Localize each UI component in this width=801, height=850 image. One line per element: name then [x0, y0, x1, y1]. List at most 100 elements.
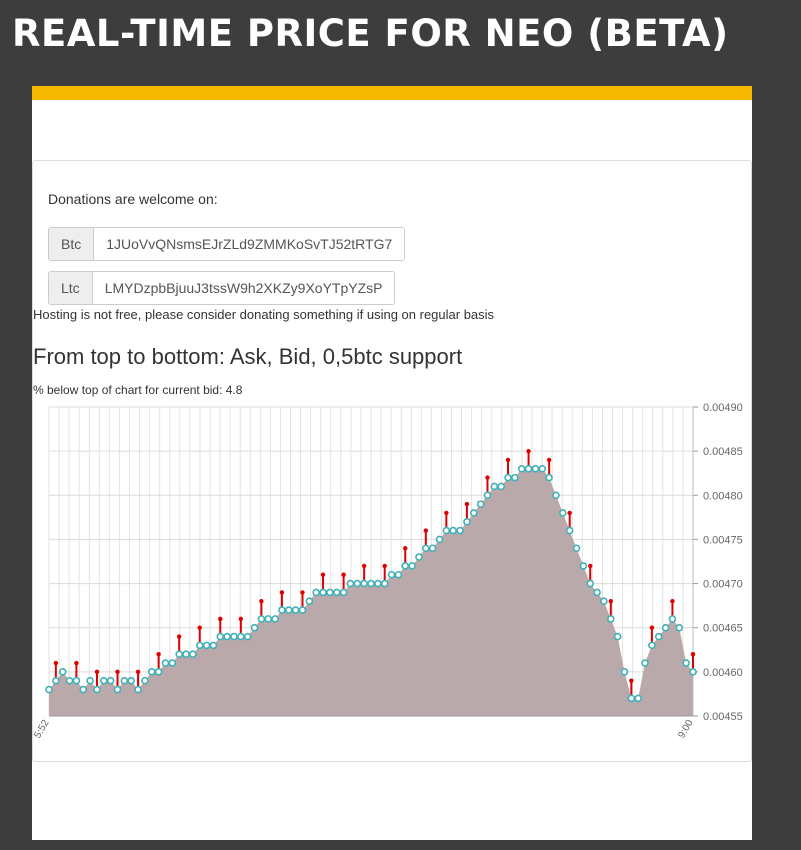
ask-point — [629, 678, 634, 683]
ask-point — [176, 634, 182, 639]
bid-point — [86, 676, 94, 685]
bid-point — [195, 641, 204, 650]
bid-point — [394, 570, 403, 579]
ask-point — [279, 590, 285, 595]
ask-point — [218, 616, 223, 622]
price-chart: 0.00490 0.00485 0.00480 0.00475 0.00470 0.004… — [33, 402, 743, 741]
bid-point — [250, 623, 259, 632]
bid-point — [641, 659, 649, 667]
main-card: Donations are welcome on: Btc 1JUoVvQNsm… — [32, 86, 752, 840]
bid-point — [606, 615, 615, 623]
bid-point — [271, 615, 279, 623]
ltc-address-field[interactable]: LMYDzpbBjuuJ3tssW9h2XKZy9XoYTpYZsP — [92, 272, 395, 304]
bid-point — [230, 632, 238, 641]
bid-point — [689, 668, 697, 676]
bid-point — [72, 676, 81, 685]
bid-point — [531, 465, 540, 473]
ask-point — [423, 528, 429, 533]
ask-point — [690, 652, 696, 657]
ask-point — [526, 448, 531, 454]
ask-point — [300, 590, 305, 595]
bid-point — [168, 659, 177, 667]
bid-point — [579, 562, 588, 570]
ask-point — [588, 563, 593, 569]
ask-point — [341, 572, 346, 577]
bid-point — [456, 526, 464, 535]
bid-point — [545, 473, 553, 482]
bid-area — [49, 468, 693, 716]
bid-point — [298, 606, 307, 614]
ask-point — [53, 660, 59, 666]
bid-point — [326, 588, 334, 597]
bid-point — [93, 685, 101, 694]
bid-point — [428, 544, 437, 553]
ask-point — [94, 669, 100, 675]
bid-point — [661, 623, 670, 632]
ask-point — [238, 616, 244, 622]
ask-point — [464, 501, 470, 507]
bid-point — [565, 526, 574, 535]
y-tick-label: 0.00485 — [703, 446, 743, 458]
ltc-label: Ltc — [49, 272, 93, 304]
y-tick-label: 0.00480 — [703, 490, 743, 502]
bid-point — [415, 553, 423, 561]
bid-point — [422, 544, 430, 553]
bid-point — [346, 579, 355, 588]
chart-heading: From top to bottom: Ask, Bid, 0,5btc sup… — [33, 344, 463, 369]
ask-point — [403, 546, 408, 551]
bid-point — [120, 676, 129, 685]
bid-point — [223, 632, 231, 641]
bid-point — [654, 632, 663, 641]
bid-point — [312, 588, 320, 597]
bid-point — [154, 668, 163, 676]
bid-point — [600, 597, 608, 606]
y-tick-label: 0.00465 — [703, 623, 743, 635]
bid-point — [682, 659, 690, 667]
ask-point — [197, 625, 202, 630]
y-tick-label: 0.00455 — [703, 711, 743, 723]
content-panel: Donations are welcome on: Btc 1JUoVvQNsm… — [32, 160, 752, 762]
bid-point — [504, 473, 512, 482]
bid-point — [106, 676, 115, 685]
bid-point — [483, 491, 492, 500]
bid-point — [332, 588, 341, 597]
bid-point — [408, 562, 416, 570]
page-title: REAL-TIME PRICE FOR NEO (BETA) — [12, 12, 729, 55]
ask-point — [361, 563, 367, 569]
bid-point — [134, 685, 142, 694]
bid-point — [387, 570, 396, 579]
bid-point — [264, 615, 273, 623]
bid-point — [538, 465, 547, 473]
bid-point — [202, 641, 211, 650]
ask-point — [135, 669, 141, 675]
bid-point — [79, 685, 88, 694]
bid-point — [469, 509, 478, 517]
bid-point — [161, 659, 170, 667]
bid-point — [284, 606, 293, 614]
ask-point — [649, 625, 655, 630]
bid-point — [182, 650, 190, 658]
bid-point — [243, 632, 252, 641]
ask-point — [444, 510, 449, 516]
btc-address-field[interactable]: 1JUoVvQNsmsEJrZLd9ZMMKoSvTJ52tRTG7 — [94, 228, 405, 260]
bid-point — [65, 676, 74, 685]
ask-point — [382, 563, 387, 569]
bid-point — [147, 668, 156, 676]
bid-point — [141, 676, 149, 685]
bid-point — [463, 517, 471, 526]
ask-point — [608, 599, 613, 604]
bid-point — [572, 544, 581, 553]
donations-text: Donations are welcome on: — [48, 191, 218, 207]
bid-point — [620, 668, 629, 676]
bid-point — [511, 473, 519, 482]
x-tick-label: 5:52 — [33, 718, 52, 741]
bid-point — [490, 482, 499, 491]
bid-point — [648, 641, 656, 650]
bid-point — [291, 606, 300, 614]
bid-point — [353, 579, 362, 588]
bid-point — [113, 685, 122, 694]
bid-point — [586, 579, 595, 588]
accent-bar — [32, 86, 752, 100]
bid-point — [305, 597, 314, 606]
bid-point — [216, 632, 225, 641]
